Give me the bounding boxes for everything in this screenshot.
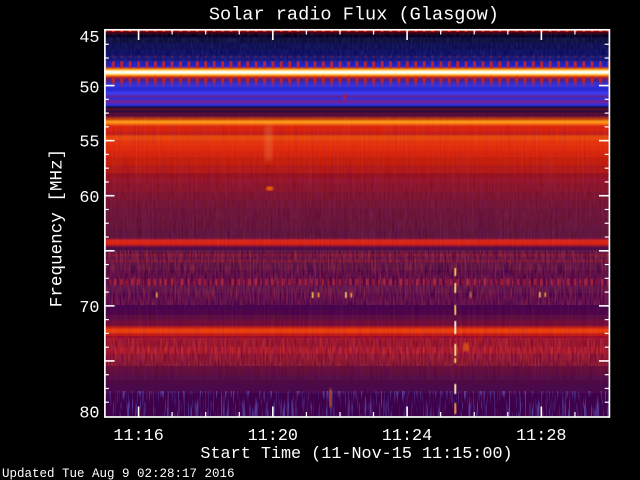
svg-text:80: 80 xyxy=(79,404,99,423)
svg-text:45: 45 xyxy=(79,29,99,48)
svg-text:50: 50 xyxy=(79,79,99,98)
svg-text:55: 55 xyxy=(79,134,99,153)
svg-text:Solar radio Flux (Glasgow): Solar radio Flux (Glasgow) xyxy=(209,4,499,25)
svg-text:60: 60 xyxy=(79,189,99,208)
svg-text:Updated Tue Aug 9 02:28:17 20: Updated Tue Aug 9 02:28:17 2016 xyxy=(2,467,235,480)
svg-text:11:20: 11:20 xyxy=(248,427,298,446)
svg-text:Start Time (11-Nov-15 11:15:00: Start Time (11-Nov-15 11:15:00) xyxy=(200,445,512,464)
svg-text:70: 70 xyxy=(79,299,99,318)
svg-text:11:24: 11:24 xyxy=(382,427,432,446)
svg-text:11:16: 11:16 xyxy=(113,427,163,446)
svg-text:Frequency [MHz]: Frequency [MHz] xyxy=(48,149,68,307)
svg-text:11:28: 11:28 xyxy=(516,427,566,446)
